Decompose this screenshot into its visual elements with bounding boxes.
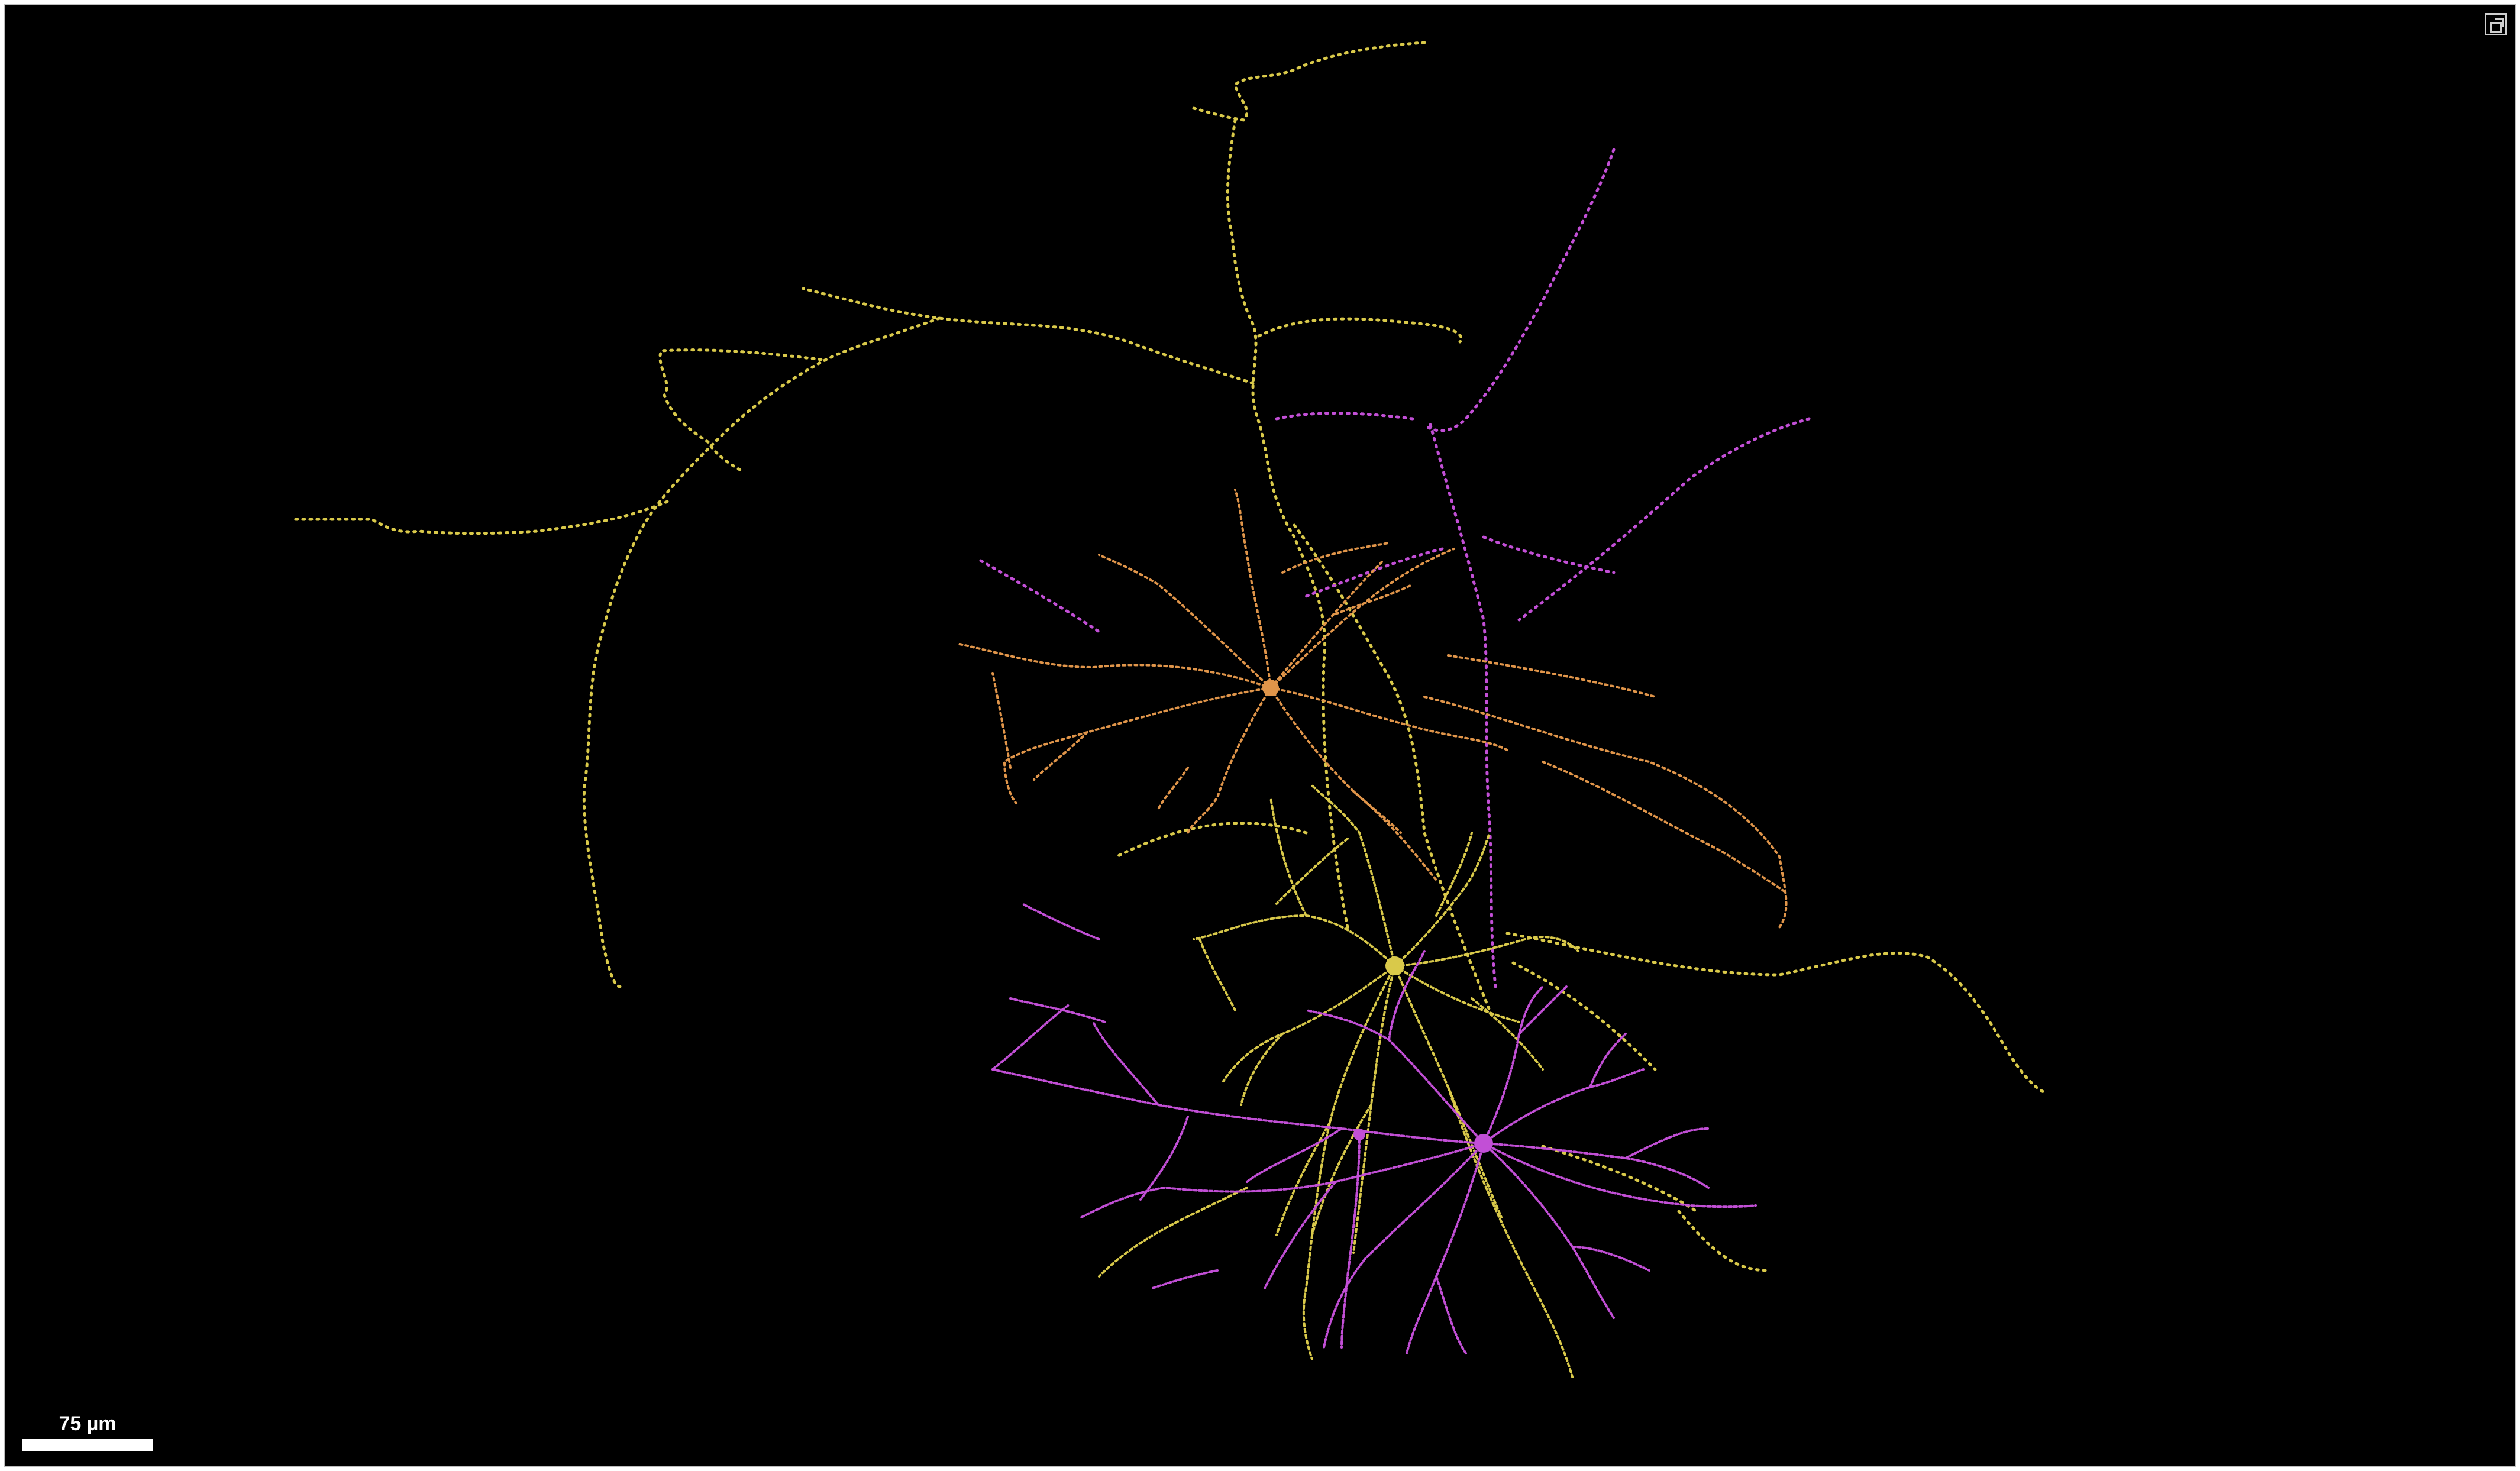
neuron-orange-dendrites [956,489,1788,929]
neuron-yellow-dendrites [1098,784,1579,1378]
neuron-viewer[interactable]: 75 µm [4,4,2516,1467]
scale-bar-label: 75 µm [59,1412,117,1435]
neuron-magenta-soma [1474,1134,1493,1153]
neuron-orange-soma [1262,680,1279,696]
expand-view-button[interactable] [2485,13,2507,35]
expand-arrow-icon [2495,18,2504,27]
neuron-magenta-dendrites [991,903,1757,1354]
neuron-morphology-canvas[interactable] [5,5,2515,1466]
neuron-magenta-axon [979,148,1811,988]
expand-view-icon [2490,22,2502,33]
neuron-yellow-soma [1385,956,1404,975]
neuron-yellow-axon [293,41,2047,1272]
neuron-magenta-soma-2 [1353,1129,1365,1140]
scale-bar-line [22,1439,153,1451]
scale-bar: 75 µm [22,1412,153,1451]
